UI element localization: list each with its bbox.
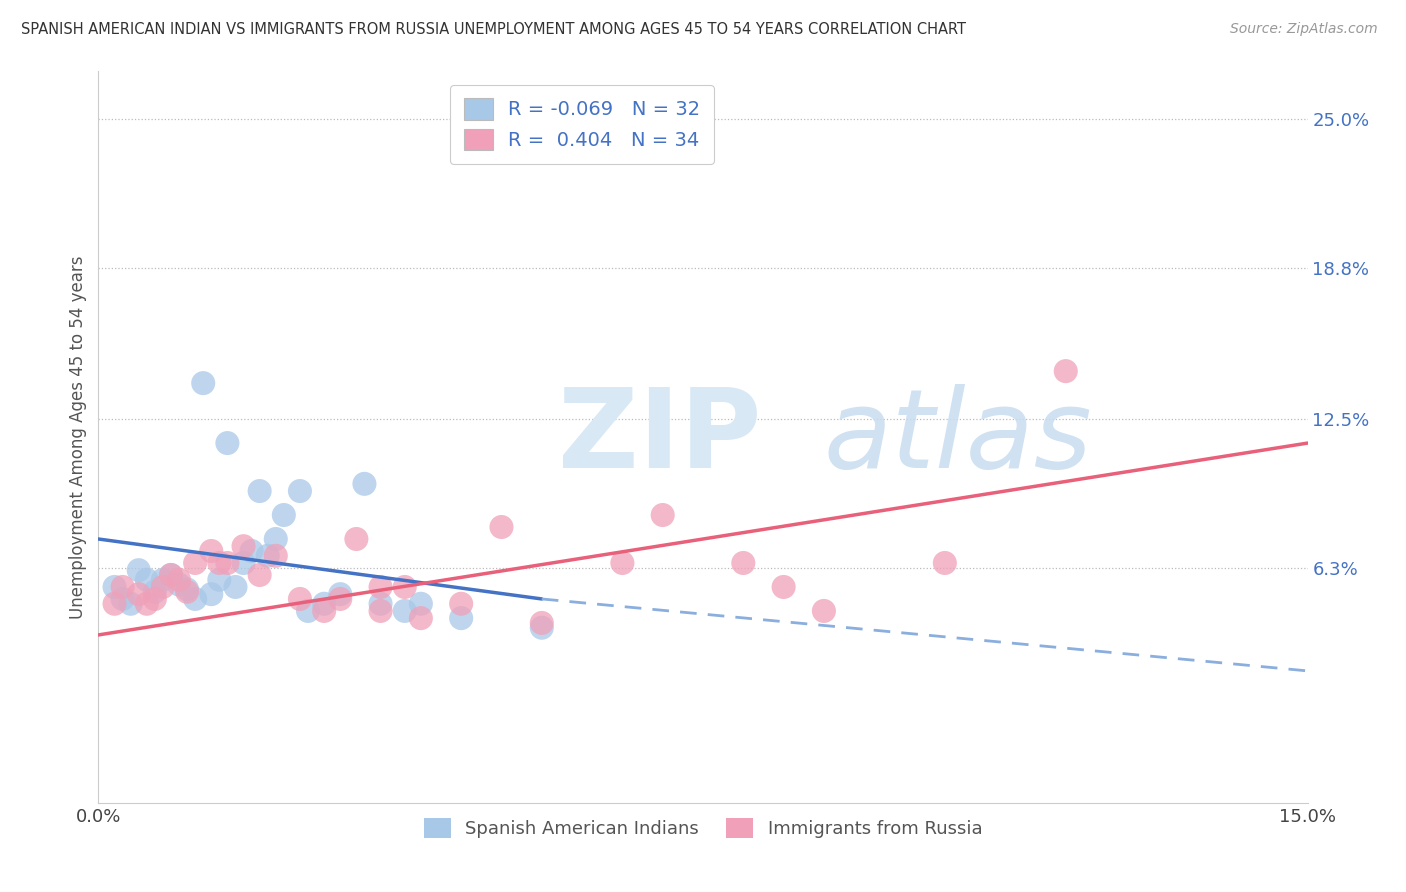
Point <box>128 563 150 577</box>
Point <box>530 615 553 630</box>
Point <box>288 483 311 498</box>
Point <box>813 604 835 618</box>
Point <box>249 483 271 498</box>
Point <box>135 597 157 611</box>
Point <box>167 573 190 587</box>
Point <box>160 568 183 582</box>
Point <box>256 549 278 563</box>
Point <box>184 591 207 606</box>
Point <box>612 556 634 570</box>
Point <box>200 587 222 601</box>
Y-axis label: Unemployment Among Ages 45 to 54 years: Unemployment Among Ages 45 to 54 years <box>69 255 87 619</box>
Text: ZIP: ZIP <box>558 384 761 491</box>
Point <box>103 580 125 594</box>
Point <box>297 604 319 618</box>
Point <box>733 556 755 570</box>
Point <box>232 556 254 570</box>
Point <box>264 549 287 563</box>
Point <box>103 597 125 611</box>
Point <box>232 539 254 553</box>
Point <box>160 568 183 582</box>
Point <box>208 556 231 570</box>
Point <box>111 580 134 594</box>
Point <box>353 476 375 491</box>
Text: atlas: atlas <box>824 384 1092 491</box>
Point <box>184 556 207 570</box>
Point <box>264 532 287 546</box>
Point <box>176 582 198 597</box>
Point <box>314 597 336 611</box>
Point <box>370 604 392 618</box>
Legend: Spanish American Indians, Immigrants from Russia: Spanish American Indians, Immigrants fro… <box>413 807 993 848</box>
Point <box>135 573 157 587</box>
Point <box>1054 364 1077 378</box>
Point <box>329 587 352 601</box>
Point <box>224 580 246 594</box>
Point <box>128 587 150 601</box>
Point <box>193 376 215 391</box>
Point <box>143 584 166 599</box>
Point <box>200 544 222 558</box>
Point <box>329 591 352 606</box>
Point <box>288 591 311 606</box>
Point <box>152 580 174 594</box>
Point <box>409 611 432 625</box>
Point <box>370 580 392 594</box>
Point <box>450 611 472 625</box>
Point <box>491 520 513 534</box>
Point <box>217 556 239 570</box>
Point <box>176 584 198 599</box>
Point <box>651 508 673 522</box>
Point <box>167 577 190 591</box>
Point <box>934 556 956 570</box>
Point <box>249 568 271 582</box>
Point <box>273 508 295 522</box>
Point <box>394 604 416 618</box>
Point <box>409 597 432 611</box>
Point <box>143 591 166 606</box>
Text: Source: ZipAtlas.com: Source: ZipAtlas.com <box>1230 22 1378 37</box>
Point <box>772 580 794 594</box>
Point <box>314 604 336 618</box>
Point <box>450 597 472 611</box>
Point <box>152 573 174 587</box>
Point <box>370 597 392 611</box>
Point <box>240 544 263 558</box>
Point <box>111 591 134 606</box>
Point <box>217 436 239 450</box>
Text: SPANISH AMERICAN INDIAN VS IMMIGRANTS FROM RUSSIA UNEMPLOYMENT AMONG AGES 45 TO : SPANISH AMERICAN INDIAN VS IMMIGRANTS FR… <box>21 22 966 37</box>
Point <box>120 597 142 611</box>
Point <box>208 573 231 587</box>
Point <box>344 532 367 546</box>
Point <box>394 580 416 594</box>
Point <box>530 621 553 635</box>
